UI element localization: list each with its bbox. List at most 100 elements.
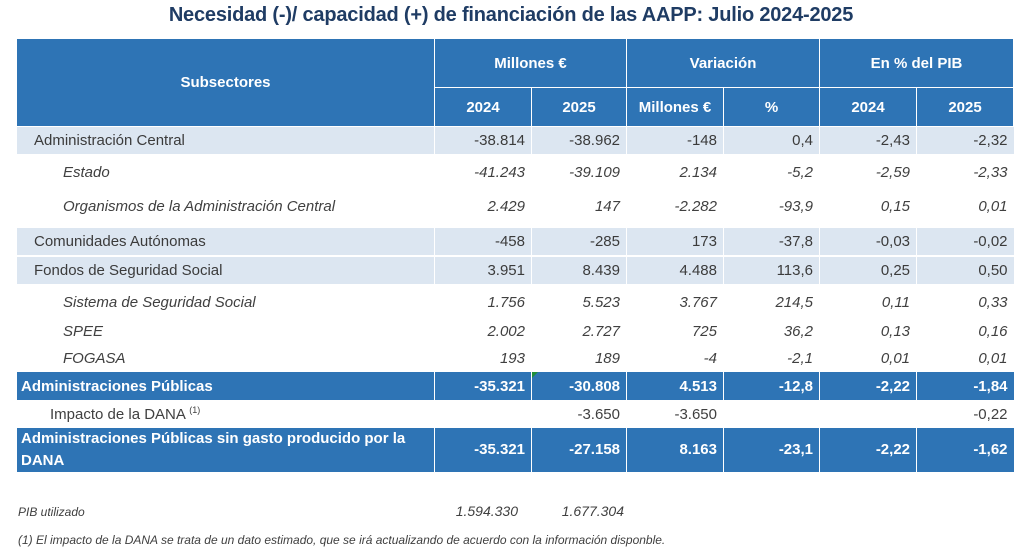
cell: -5,2 [722, 155, 820, 188]
cell: -285 [531, 228, 627, 257]
cell: 725 [626, 318, 724, 345]
row-label: SPEE [16, 318, 435, 345]
cell: 2.727 [531, 318, 627, 345]
footnote: (1) El impacto de la DANA se trata de un… [18, 533, 666, 547]
cell: -27.158 [531, 428, 627, 472]
cell [722, 400, 820, 428]
cell: -2,22 [819, 372, 917, 400]
table-row: Comunidades Autónomas -458 -285 173 -37,… [16, 228, 1014, 257]
cell: 0,50 [916, 256, 1014, 286]
cell: 0,15 [819, 188, 917, 225]
cell: -37,8 [722, 228, 820, 257]
row-label: Impacto de la DANA (1) [16, 400, 435, 428]
financing-table: Subsectores Millones € Variación En % de… [15, 38, 1015, 472]
row-label: Administración Central [16, 126, 435, 156]
cell: -2,32 [916, 126, 1014, 156]
row-label: Sistema de Seguridad Social [16, 285, 435, 318]
cell: -0,02 [916, 228, 1014, 257]
table-row: Impacto de la DANA (1) -3.650 -3.650 -0,… [16, 400, 1014, 428]
cell: 0,13 [819, 318, 917, 345]
cell: 4.513 [626, 372, 724, 400]
row-label: Organismos de la Administración Central [16, 188, 435, 225]
table-row: Organismos de la Administración Central … [16, 188, 1014, 225]
cell: -35.321 [434, 372, 532, 400]
cell: 0,01 [916, 345, 1014, 372]
cell: -3.650 [626, 400, 724, 428]
total-row: Administraciones Públicas -35.321 -30.80… [16, 372, 1014, 400]
cell: 2.134 [626, 155, 724, 188]
cell [434, 400, 532, 428]
cell: 3.767 [626, 285, 724, 318]
cell: -2,1 [722, 345, 820, 372]
cell: -38.962 [531, 126, 627, 156]
table-row: SPEE 2.002 2.727 725 36,2 0,13 0,16 [16, 318, 1014, 345]
cell: -38.814 [434, 126, 532, 156]
table-row: Fondos de Seguridad Social 3.951 8.439 4… [16, 256, 1014, 286]
cell: 0,33 [916, 285, 1014, 318]
cell: -0,22 [916, 400, 1014, 428]
cell: -93,9 [722, 188, 820, 225]
cell: -2,33 [916, 155, 1014, 188]
cell: 8.163 [626, 428, 724, 472]
header-variacion-millones: Millones € [626, 87, 724, 127]
table-row: Administración Central -38.814 -38.962 -… [16, 126, 1014, 156]
table-row: FOGASA 193 189 -4 -2,1 0,01 0,01 [16, 345, 1014, 372]
cell: 2.429 [434, 188, 532, 225]
table-title: Necesidad (-)/ capacidad (+) de financia… [168, 4, 854, 26]
cell: -148 [626, 126, 724, 156]
cell: -3.650 [531, 400, 627, 428]
cell: 1.756 [434, 285, 532, 318]
row-label: Administraciones Públicas sin gasto prod… [16, 428, 435, 472]
cell: -4 [626, 345, 724, 372]
cell: -30.808 [531, 372, 627, 400]
cell: -23,1 [722, 428, 820, 472]
header-variacion: Variación [625, 38, 821, 88]
cell: 0,25 [819, 256, 917, 286]
header-subsectores: Subsectores [16, 38, 435, 127]
cell: -0,03 [819, 228, 917, 257]
cell: 0,01 [819, 345, 917, 372]
cell: 3.951 [434, 256, 532, 286]
cell: -458 [434, 228, 532, 257]
cell: 214,5 [722, 285, 820, 318]
header-millones-2024: 2024 [434, 87, 532, 127]
header-millones: Millones € [434, 38, 627, 88]
cell: -2,43 [819, 126, 917, 156]
header-pib-2025: 2025 [916, 87, 1015, 127]
cell: -35.321 [434, 428, 532, 472]
cell: 189 [531, 345, 627, 372]
cell: -39.109 [531, 155, 627, 188]
row-label: Estado [16, 155, 435, 188]
cell: 147 [531, 188, 627, 225]
pib-2025: 1.677.304 [561, 503, 624, 519]
cell: -2,59 [819, 155, 917, 188]
cell: 8.439 [531, 256, 627, 286]
row-spacer [15, 225, 1014, 228]
cell: -2.282 [626, 188, 724, 225]
header-millones-2025: 2025 [531, 87, 627, 127]
row-label-text: Impacto de la DANA [50, 406, 186, 423]
cell: 0,4 [722, 126, 820, 156]
cell: 4.488 [626, 256, 724, 286]
cell: 193 [434, 345, 532, 372]
cell: 173 [626, 228, 724, 257]
cell: 5.523 [531, 285, 627, 318]
header-pib-2024: 2024 [819, 87, 918, 127]
cell: 113,6 [722, 256, 820, 286]
table-row: Sistema de Seguridad Social 1.756 5.523 … [16, 285, 1014, 318]
cell: -12,8 [722, 372, 820, 400]
total-row: Administraciones Públicas sin gasto prod… [16, 428, 1014, 472]
pib-2024: 1.594.330 [455, 503, 518, 519]
cell: 0,11 [819, 285, 917, 318]
cell: -1,84 [916, 372, 1014, 400]
pib-label: PIB utilizado [18, 505, 85, 519]
row-label: Fondos de Seguridad Social [16, 256, 435, 286]
row-label: FOGASA [16, 345, 435, 372]
cell: -41.243 [434, 155, 532, 188]
cell: 2.002 [434, 318, 532, 345]
cell: 0,16 [916, 318, 1014, 345]
cell: 0,01 [916, 188, 1014, 225]
cell: -2,22 [819, 428, 917, 472]
row-label: Administraciones Públicas [16, 372, 435, 400]
row-label: Comunidades Autónomas [16, 228, 435, 257]
